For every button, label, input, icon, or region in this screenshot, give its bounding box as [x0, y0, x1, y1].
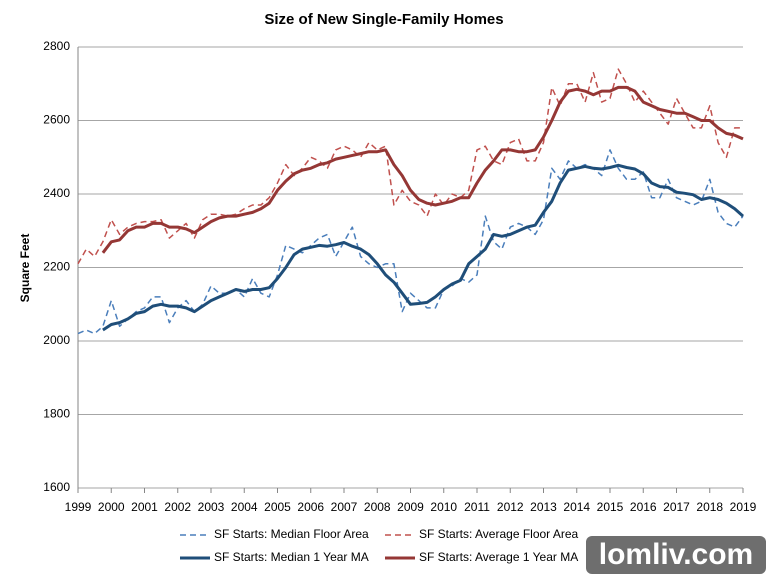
y-tick-label: 2000: [43, 333, 70, 347]
x-tick-label: 2010: [430, 500, 457, 514]
series-line: [101, 85, 744, 254]
series-line: [77, 149, 744, 335]
x-tick-label: 2001: [131, 500, 158, 514]
series-line: [102, 163, 744, 332]
x-tick-label: 2006: [297, 500, 324, 514]
x-tick-label: 2015: [597, 500, 624, 514]
x-tick-label: 2012: [497, 500, 524, 514]
x-tick-label: 2016: [630, 500, 657, 514]
x-tick-label: 2003: [198, 500, 225, 514]
legend-label: SF Starts: Average Floor Area: [419, 527, 579, 541]
x-tick-label: 2007: [331, 500, 358, 514]
x-tick-label: 2000: [98, 500, 125, 514]
y-tick-label: 2400: [43, 186, 70, 200]
x-tick-label: 1999: [65, 500, 92, 514]
x-tick-label: 2009: [397, 500, 424, 514]
watermark: lomliv.com: [599, 538, 753, 571]
x-tick-label: 2002: [164, 500, 191, 514]
x-tick-label: 2013: [530, 500, 557, 514]
x-tick-label: 2018: [696, 500, 723, 514]
x-tick-label: 2014: [563, 500, 590, 514]
chart-title: Size of New Single-Family Homes: [264, 11, 503, 28]
legend-label: SF Starts: Average 1 Year MA: [419, 550, 578, 564]
legend-label: SF Starts: Median 1 Year MA: [214, 550, 369, 564]
x-tick-label: 2005: [264, 500, 291, 514]
y-tick-label: 2200: [43, 260, 70, 274]
y-tick-label: 2800: [43, 39, 70, 53]
x-tick-label: 2008: [364, 500, 391, 514]
y-tick-label: 1800: [43, 407, 70, 421]
x-tick-label: 2004: [231, 500, 258, 514]
y-axis-title: Square Feet: [18, 234, 32, 303]
series-line: [77, 68, 743, 265]
x-tick-label: 2017: [663, 500, 690, 514]
y-tick-label: 2600: [43, 113, 70, 127]
y-tick-label: 1600: [43, 480, 70, 494]
legend-label: SF Starts: Median Floor Area: [214, 527, 369, 541]
watermark-box: [586, 536, 766, 574]
x-tick-label: 2019: [730, 500, 757, 514]
x-tick-label: 2011: [464, 500, 490, 514]
